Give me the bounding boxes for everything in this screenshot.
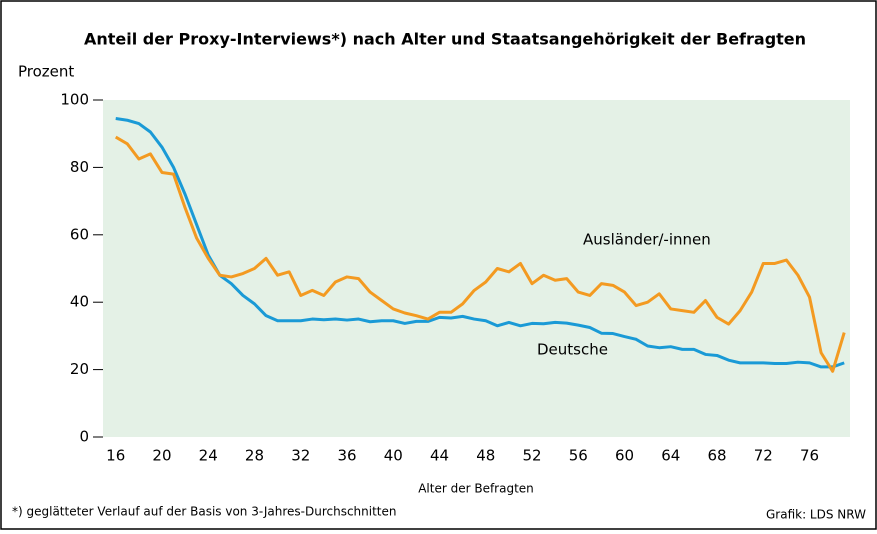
y-tick-label: 60	[70, 225, 89, 243]
x-tick-label: 48	[476, 447, 495, 465]
x-tick-label: 76	[800, 447, 819, 465]
x-tick-label: 44	[430, 447, 449, 465]
y-tick-label: 0	[79, 428, 89, 446]
line-series	[115, 117, 845, 369]
series-label: Ausländer/-innen	[583, 231, 711, 249]
plot-area	[103, 100, 850, 437]
x-tick-label: 56	[569, 447, 588, 465]
x-tick-label: 32	[291, 447, 310, 465]
series-label: Deutsche	[537, 341, 608, 359]
y-tick-label: 80	[70, 158, 89, 176]
x-tick-label: 52	[522, 447, 541, 465]
y-axis-label: Prozent	[18, 63, 74, 81]
x-tick-label: 28	[245, 447, 264, 465]
y-tick-label: 40	[70, 293, 89, 311]
footnote: *) geglätteter Verlauf auf der Basis von…	[12, 505, 396, 519]
x-tick-label: 24	[199, 447, 218, 465]
x-tick-label: 20	[152, 447, 171, 465]
x-tick-label: 72	[754, 447, 773, 465]
x-tick-label: 64	[661, 447, 680, 465]
x-axis-label: Alter der Befragten	[418, 482, 534, 496]
line-series	[114, 135, 846, 373]
x-tick-label: 40	[384, 447, 403, 465]
x-tick-label: 68	[707, 447, 726, 465]
x-tick-label: 36	[337, 447, 356, 465]
x-tick-label: 16	[106, 447, 125, 465]
y-tick-label: 20	[70, 360, 89, 378]
chart-title: Anteil der Proxy-Interviews*) nach Alter…	[84, 30, 806, 49]
x-tick-label: 60	[615, 447, 634, 465]
y-tick-label: 100	[60, 91, 89, 109]
source: Grafik: LDS NRW	[766, 508, 866, 522]
